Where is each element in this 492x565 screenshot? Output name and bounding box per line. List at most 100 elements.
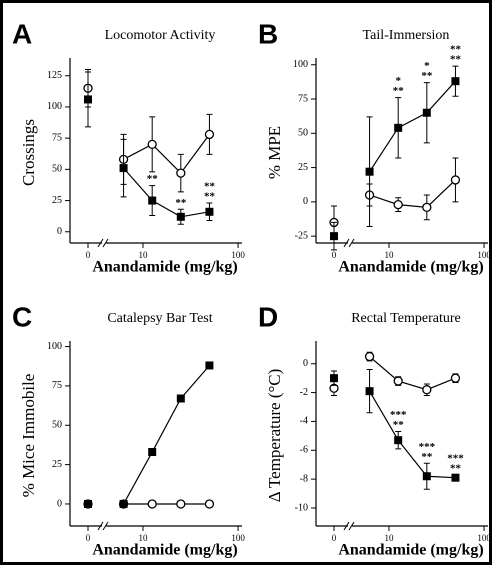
- point: [451, 77, 460, 86]
- panel-letter: B: [258, 18, 278, 49]
- point: [84, 95, 92, 104]
- x-tick-label: 0: [86, 533, 91, 543]
- y-tick-label: 75: [52, 380, 62, 391]
- significance: **: [147, 173, 159, 185]
- y-tick-label: 25: [298, 162, 308, 173]
- y-tick-label: -6: [300, 445, 308, 456]
- point: [365, 387, 374, 396]
- y-tick-label: 25: [52, 195, 62, 206]
- y-tick-label: 75: [52, 132, 62, 143]
- x-tick-label: 0: [86, 250, 91, 260]
- panel-title: Catalepsy Bar Test: [107, 311, 212, 326]
- y-tick-label: 100: [47, 341, 62, 352]
- point: [365, 167, 374, 176]
- point: [176, 499, 186, 509]
- x-tick-label: 100: [231, 533, 245, 543]
- y-axis-label: Crossings: [19, 119, 38, 186]
- x-axis-label: Anandamide (mg/kg): [338, 542, 483, 559]
- y-tick-label: -8: [300, 473, 308, 484]
- y-tick-label: 125: [47, 70, 62, 81]
- point: [84, 499, 92, 508]
- significance: **: [450, 54, 462, 66]
- panel-title: Rectal Temperature: [351, 311, 461, 326]
- panel-letter: C: [12, 301, 32, 332]
- point: [422, 108, 431, 117]
- x-tick-label: 100: [231, 250, 245, 260]
- significance: **: [204, 191, 216, 203]
- significance: **: [450, 462, 462, 474]
- point: [422, 472, 431, 481]
- significance: **: [204, 181, 216, 193]
- point: [364, 351, 375, 362]
- y-axis-label: % Mice Immobile: [19, 374, 38, 498]
- y-tick-label: -2: [300, 387, 308, 398]
- point: [147, 139, 157, 150]
- x-tick-label: 10: [138, 533, 148, 543]
- significance: **: [393, 419, 405, 431]
- point: [205, 361, 214, 370]
- point: [450, 175, 461, 185]
- panel-title: Tail-Immersion: [363, 28, 450, 43]
- point: [450, 373, 461, 383]
- significance: *: [395, 75, 401, 87]
- x-tick-label: 100: [477, 250, 491, 260]
- point: [330, 374, 338, 383]
- axis-break: [97, 238, 109, 248]
- point: [119, 499, 128, 508]
- significance: **: [175, 197, 187, 209]
- series-line: [369, 356, 456, 391]
- x-tick-label: 0: [332, 533, 337, 543]
- x-tick-label: 10: [384, 250, 394, 260]
- series-line: [123, 365, 210, 505]
- y-tick-label: 100: [47, 101, 62, 112]
- y-tick-label: 25: [52, 459, 62, 470]
- x-axis-label: Anandamide (mg/kg): [92, 542, 237, 559]
- significance: **: [421, 451, 433, 463]
- y-tick-label: 0: [303, 196, 308, 207]
- point: [119, 164, 128, 173]
- y-tick-label: 0: [57, 498, 62, 509]
- panel-title: Locomotor Activity: [105, 28, 216, 43]
- point: [176, 168, 186, 178]
- series-line: [369, 390, 456, 479]
- point: [204, 499, 215, 509]
- series-line: [369, 179, 456, 208]
- point: [204, 129, 215, 140]
- y-tick-label: 50: [298, 128, 308, 139]
- axis-break: [343, 521, 355, 531]
- significance: **: [450, 44, 462, 56]
- y-axis-label: Δ Temperature (°C): [265, 369, 284, 503]
- point: [394, 436, 403, 445]
- series-line: [369, 80, 456, 173]
- series-line: [123, 167, 210, 218]
- y-axis-label: % MPE: [265, 126, 284, 179]
- significance: ***: [447, 452, 464, 464]
- x-tick-label: 10: [138, 250, 148, 260]
- y-tick-label: -10: [295, 502, 308, 513]
- y-tick-label: 50: [52, 164, 62, 175]
- point: [451, 473, 460, 482]
- y-tick-label: 50: [52, 420, 62, 431]
- axis-break: [343, 238, 355, 248]
- panel-letter: A: [12, 18, 32, 49]
- point: [148, 448, 157, 457]
- axis-break: [97, 521, 109, 531]
- background: [3, 3, 489, 562]
- point: [330, 232, 338, 241]
- x-tick-label: 10: [384, 533, 394, 543]
- point: [176, 212, 185, 221]
- y-tick-label: 0: [57, 226, 62, 237]
- significance: *: [424, 60, 430, 72]
- point: [422, 202, 432, 212]
- point: [205, 207, 214, 216]
- significance: ***: [419, 441, 436, 453]
- point: [148, 196, 157, 205]
- x-axis-label: Anandamide (mg/kg): [92, 259, 237, 276]
- y-tick-label: 0: [303, 358, 308, 369]
- point: [176, 394, 185, 403]
- x-tick-label: 100: [477, 533, 491, 543]
- series-line: [123, 134, 210, 175]
- x-tick-label: 0: [332, 250, 337, 260]
- panel-letter: D: [258, 301, 278, 332]
